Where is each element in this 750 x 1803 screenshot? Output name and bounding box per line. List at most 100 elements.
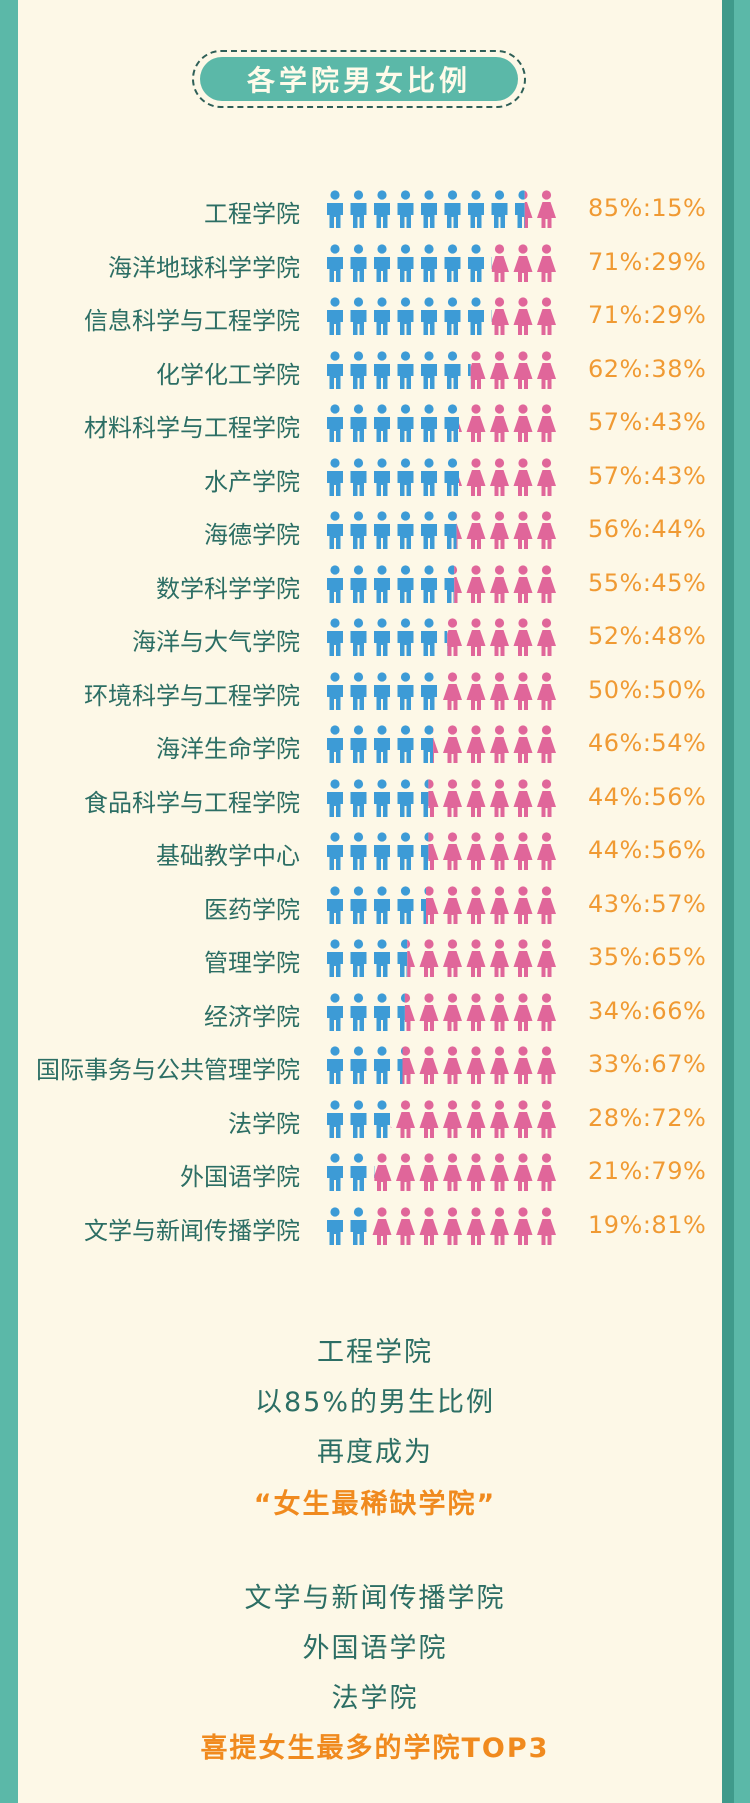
gender-icon-bar <box>325 831 557 871</box>
college-label: 水产学院 <box>204 467 300 496</box>
female-person-icon-group <box>374 1153 556 1191</box>
male-person-icon-group <box>327 725 434 763</box>
ratio-value: 56%:44% <box>588 515 707 543</box>
ratio-value: 71%:29% <box>588 247 707 276</box>
chart-row: 化学化工学院 62%:38% <box>0 347 750 393</box>
college-label: 外国语学院 <box>180 1163 300 1191</box>
ratio-value: 55%:45% <box>588 568 707 597</box>
ratio-value: 57%:43% <box>588 408 707 436</box>
male-person-icon-group <box>327 243 492 282</box>
male-person-icon-group <box>327 671 437 710</box>
male-person-icon-group <box>327 404 459 442</box>
chart-row: 海洋与大气学院 52%:48% <box>0 614 750 660</box>
chart-row: 管理学院 35%:65% <box>0 935 750 981</box>
ratio-value: 57%:43% <box>588 461 707 490</box>
gender-icon-bar <box>325 1099 557 1139</box>
ratio-value: 44%:56% <box>588 836 707 864</box>
female-person-icon-group <box>372 1206 556 1245</box>
college-label: 基础教学中心 <box>156 842 300 870</box>
male-person-icon-group <box>327 511 457 549</box>
male-person-icon-group <box>327 939 408 977</box>
male-person-icon-group <box>327 1046 403 1084</box>
gender-icon-bar <box>325 403 557 443</box>
chart-row: 法学院 28%:72% <box>0 1096 750 1142</box>
ratio-value: 52%:48% <box>588 622 707 650</box>
chart-row: 海德学院 56%:44% <box>0 507 750 553</box>
summary-highlight-1: “女生最稀缺学院” <box>253 1489 497 1520</box>
gender-icon-bar <box>325 457 557 497</box>
male-person-icon-group <box>327 1206 367 1245</box>
chart-row: 海洋地球科学学院 71%:29% <box>0 240 750 286</box>
male-person-icon-group <box>327 1153 375 1191</box>
ratio-value: 33%:67% <box>588 1050 707 1078</box>
college-label: 数学科学学院 <box>156 574 300 603</box>
gender-icon-bar <box>325 617 557 657</box>
college-label: 食品科学与工程学院 <box>84 788 300 817</box>
female-person-icon-group <box>454 564 556 603</box>
chart-row: 工程学院 85%:15% <box>0 186 750 232</box>
gender-icon-bar <box>325 778 557 818</box>
gender-icon-bar <box>325 724 557 764</box>
gender-icon-bar <box>325 350 557 390</box>
college-label: 海洋地球科学学院 <box>108 253 300 282</box>
summary-line-6: 法学院 <box>331 1683 419 1714</box>
chart-row: 环境科学与工程学院 50%:50% <box>0 668 750 714</box>
gender-icon-bar <box>325 296 557 336</box>
right-border-stripe <box>722 0 734 1803</box>
male-person-icon-group <box>327 297 492 335</box>
college-label: 海洋生命学院 <box>156 735 300 763</box>
college-label: 信息科学与工程学院 <box>84 307 300 335</box>
female-person-icon-group <box>426 885 556 924</box>
female-person-icon-group <box>456 511 556 549</box>
male-person-icon-group <box>327 190 525 228</box>
ratio-value: 44%:56% <box>588 782 707 811</box>
ratio-value: 43%:57% <box>588 889 707 918</box>
chart-row: 医药学院 43%:57% <box>0 882 750 928</box>
male-person-icon-group <box>327 832 429 870</box>
chart-row: 文学与新闻传播学院 19%:81% <box>0 1203 750 1249</box>
male-person-icon-group <box>327 992 405 1031</box>
chart-row: 水产学院 57%:43% <box>0 454 750 500</box>
chart-row: 经济学院 34%:66% <box>0 989 750 1035</box>
female-person-icon-group <box>470 350 556 389</box>
chart-row: 材料科学与工程学院 57%:43% <box>0 400 750 446</box>
college-label: 文学与新闻传播学院 <box>84 1216 300 1245</box>
ratio-value: 35%:65% <box>588 943 707 971</box>
chart-row: 数学科学学院 55%:45% <box>0 561 750 607</box>
chart-row: 国际事务与公共管理学院 33%:67% <box>0 1042 750 1088</box>
content-panel <box>18 0 722 1803</box>
ratio-value: 62%:38% <box>588 354 707 383</box>
chart-row: 信息科学与工程学院 71%:29% <box>0 293 750 339</box>
male-person-icon-group <box>327 457 459 496</box>
ratio-value: 46%:54% <box>588 729 707 757</box>
college-label: 海洋与大气学院 <box>132 628 300 656</box>
male-person-icon-group <box>327 564 455 603</box>
summary-line-3: 再度成为 <box>317 1437 433 1468</box>
female-person-icon-group <box>524 190 556 228</box>
ratio-value: 50%:50% <box>588 675 707 704</box>
college-label: 海德学院 <box>204 521 300 549</box>
gender-icon-bar <box>325 1045 557 1085</box>
female-person-icon-group <box>433 725 556 763</box>
female-person-icon-group <box>390 1099 556 1138</box>
college-label: 材料科学与工程学院 <box>84 414 300 442</box>
gender-icon-bar <box>325 885 557 925</box>
chart-row: 基础教学中心 44%:56% <box>0 828 750 874</box>
male-person-icon-group <box>327 778 429 817</box>
college-label: 国际事务与公共管理学院 <box>36 1056 300 1084</box>
female-person-icon-group <box>404 992 556 1031</box>
female-person-icon-group <box>458 457 556 496</box>
gender-icon-bar <box>325 938 557 978</box>
ratio-value: 21%:79% <box>588 1157 707 1185</box>
college-label: 经济学院 <box>204 1002 300 1031</box>
chart-row: 食品科学与工程学院 44%:56% <box>0 775 750 821</box>
male-person-icon-group <box>327 1099 390 1138</box>
college-label: 环境科学与工程学院 <box>84 681 300 710</box>
female-person-icon-group <box>428 778 556 817</box>
summary-line-2: 以85%的男生比例 <box>254 1387 495 1418</box>
gender-icon-bar <box>325 564 557 604</box>
summary-highlight-2: 喜提女生最多的学院TOP3 <box>200 1733 550 1764</box>
female-person-icon-group <box>407 939 556 977</box>
title-badge: 各学院男女比例 <box>192 50 526 108</box>
ratio-value: 71%:29% <box>588 301 707 329</box>
